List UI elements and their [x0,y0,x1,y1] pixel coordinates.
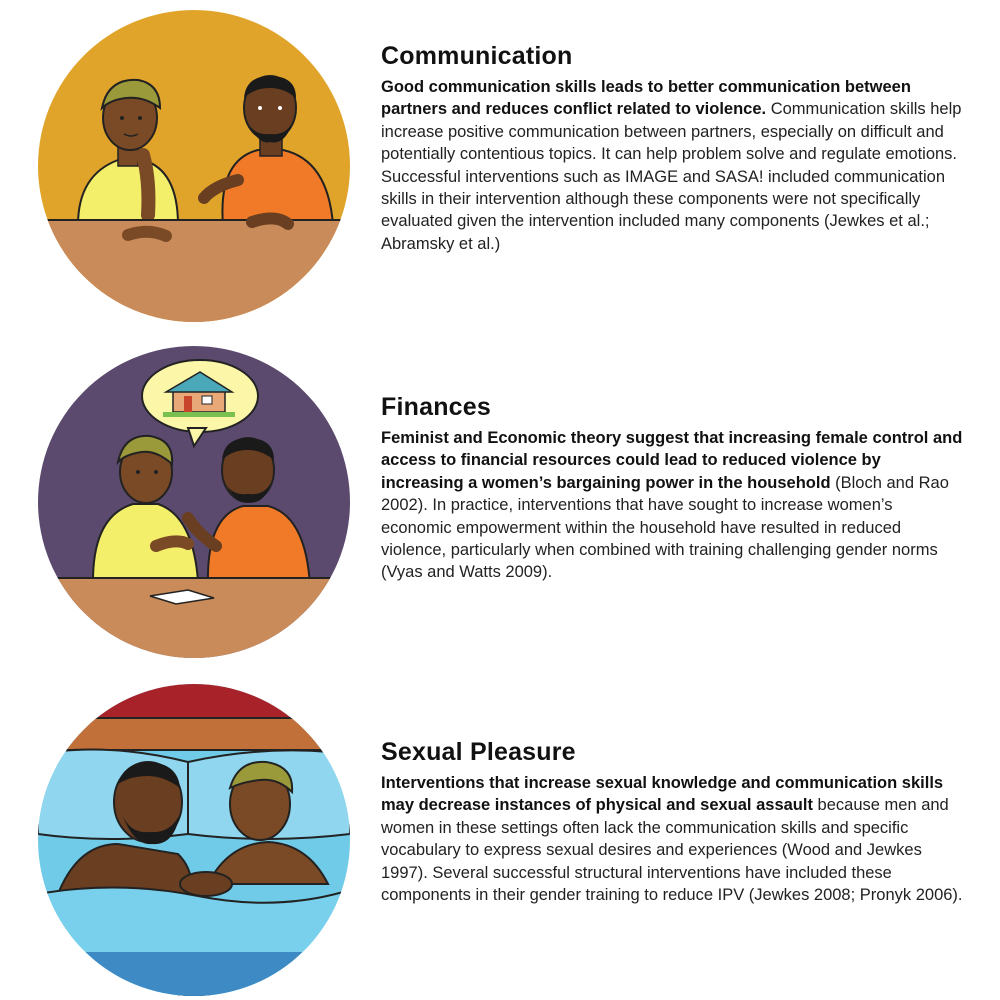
couple-in-bed-illustration [38,684,350,996]
thought-bubble [141,359,259,449]
woman-figure [76,78,180,226]
section-paragraph: Feminist and Economic theory suggest tha… [381,427,966,584]
section-lead: Good communication skills leads to bette… [381,78,911,119]
section-title: Finances [381,393,491,421]
couple-dreaming-house-illustration [38,346,350,658]
section-lead: Interventions that increase sexual knowl… [381,774,944,815]
section-title: Sexual Pleasure [381,738,576,766]
section-paragraph: Good communication skills leads to bette… [381,76,966,255]
sexual-pleasure-illustration [38,684,350,996]
section-body: (Bloch and Rao 2002). In practice, inter… [381,473,949,582]
section-title: Communication [381,42,573,70]
communication-text: Communication Good communication skills … [381,42,966,255]
man-figure [182,437,312,587]
section-lead: Feminist and Economic theory suggest tha… [381,429,963,492]
finances-illustration [38,346,350,658]
section-body: Communication skills help increase posit… [381,100,962,253]
communication-illustration [38,10,350,322]
sexual-pleasure-text: Sexual Pleasure Interventions that incre… [381,738,966,906]
couple-talking-illustration [38,10,350,322]
finances-text: Finances Feminist and Economic theory su… [381,393,966,584]
section-paragraph: Interventions that increase sexual knowl… [381,772,966,906]
woman-figure [206,760,330,885]
woman-figure [91,434,200,582]
section-body: because men and women in these settings … [381,796,963,905]
man-figure [198,75,335,226]
